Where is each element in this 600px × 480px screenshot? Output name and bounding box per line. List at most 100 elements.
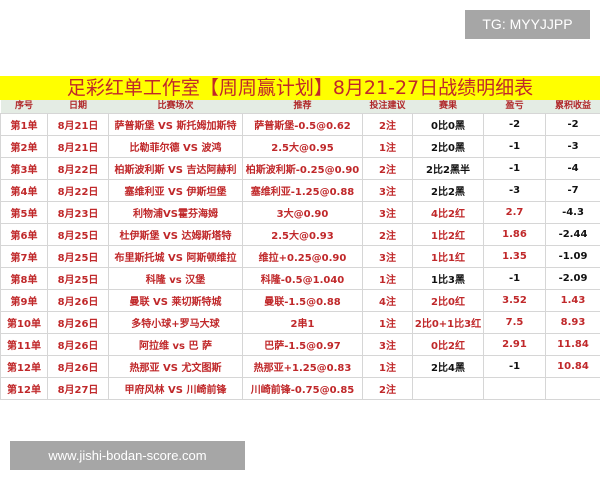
table-row: 第10单 8月26日 多特小球+罗马大球 2串1 1注 2比0+1比3红 7.5 8.93 (0, 311, 600, 334)
cell-match: 利物浦VS霍芬海姆 (108, 201, 243, 224)
cell-match: 科隆 vs 汉堡 (108, 267, 243, 290)
cell-profit-loss (483, 377, 546, 400)
header-recommendation: 推荐 (242, 100, 363, 114)
cell-result (412, 377, 484, 400)
header-cumulative: 累积收益 (545, 100, 600, 114)
cell-seq: 第11单 (0, 333, 48, 356)
cell-profit-loss: 1.35 (483, 245, 546, 268)
header-date: 日期 (47, 100, 109, 114)
cell-profit-loss: -1 (483, 157, 546, 180)
cell-seq: 第7单 (0, 245, 48, 268)
cell-stake: 1注 (362, 311, 413, 334)
cell-recommendation: 塞维利亚-1.25@0.88 (242, 179, 363, 202)
cell-cumulative: -4.3 (545, 201, 600, 224)
cell-date: 8月27日 (47, 377, 109, 400)
cell-profit-loss: -1 (483, 267, 546, 290)
cell-result: 0比0黑 (412, 113, 484, 136)
cell-date: 8月26日 (47, 333, 109, 356)
cell-cumulative: 1.43 (545, 289, 600, 312)
cell-result: 0比2红 (412, 333, 484, 356)
cell-date: 8月25日 (47, 223, 109, 246)
cell-stake: 2注 (362, 157, 413, 180)
cell-cumulative: -4 (545, 157, 600, 180)
cell-profit-loss: 2.91 (483, 333, 546, 356)
cell-seq: 第4单 (0, 179, 48, 202)
cell-date: 8月22日 (47, 157, 109, 180)
cell-result: 2比2黑 (412, 179, 484, 202)
cell-result: 1比3黑 (412, 267, 484, 290)
cell-date: 8月21日 (47, 113, 109, 136)
table-row: 第11单 8月26日 阿拉维 vs 巴 萨巴萨-1.5@0.97 3注 0比2红 2.91… (0, 333, 600, 356)
cell-date: 8月26日 (47, 355, 109, 378)
cell-match: 杜伊斯堡 VS 达姆斯塔特 (108, 223, 243, 246)
results-table: 序号 日期 比赛场次 推荐 投注建议 赛果 盈亏 累积收益 第1单 8月21日 萨普斯堡 VS 斯… (0, 100, 600, 400)
cell-cumulative: -3 (545, 135, 600, 158)
cell-cumulative: 11.84 (545, 333, 600, 356)
cell-stake: 1注 (362, 355, 413, 378)
cell-match: 塞维利亚 VS 伊斯坦堡 (108, 179, 243, 202)
table-row: 第4单 8月22日 塞维利亚 VS 伊斯坦堡 塞维利亚-1.25@0.88 3注 2比2黑… (0, 179, 600, 202)
cell-date: 8月25日 (47, 245, 109, 268)
cell-seq: 第1单 (0, 113, 48, 136)
cell-stake: 4注 (362, 289, 413, 312)
cell-result: 2比0+1比3红 (412, 311, 484, 334)
header-seq: 序号 (0, 100, 48, 114)
cell-stake: 1注 (362, 135, 413, 158)
cell-profit-loss: -1 (483, 355, 546, 378)
cell-recommendation: 3大@0.90 (242, 201, 363, 224)
cell-result: 4比2红 (412, 201, 484, 224)
cell-recommendation: 2串1 (242, 311, 363, 334)
header-row: 序号 日期 比赛场次 推荐 投注建议 赛果 盈亏 累积收益 (0, 100, 600, 114)
table-row: 第9单 8月26日 曼联 VS 莱切斯特城 曼联-1.5@0.88 4注 2比0红 3.52… (0, 289, 600, 312)
cell-cumulative: -2.44 (545, 223, 600, 246)
cell-match: 萨普斯堡 VS 斯托姆加斯特 (108, 113, 243, 136)
cell-cumulative: 10.84 (545, 355, 600, 378)
cell-stake: 3注 (362, 333, 413, 356)
cell-stake: 3注 (362, 245, 413, 268)
cell-result: 1比1红 (412, 245, 484, 268)
cell-stake: 3注 (362, 179, 413, 202)
cell-recommendation: 萨普斯堡-0.5@0.62 (242, 113, 363, 136)
cell-date: 8月26日 (47, 289, 109, 312)
cell-recommendation: 川崎前锋-0.75@0.85 (242, 377, 363, 400)
page-title: 足彩红单工作室【周周赢计划】8月21-27日战绩明细表 (0, 76, 600, 100)
cell-date: 8月26日 (47, 311, 109, 334)
cell-match: 曼联 VS 莱切斯特城 (108, 289, 243, 312)
cell-result: 1比2红 (412, 223, 484, 246)
cell-seq: 第5单 (0, 201, 48, 224)
cell-stake: 2注 (362, 113, 413, 136)
cell-cumulative: 8.93 (545, 311, 600, 334)
cell-profit-loss: -1 (483, 135, 546, 158)
cell-seq: 第10单 (0, 311, 48, 334)
cell-stake: 1注 (362, 267, 413, 290)
cell-profit-loss: 3.52 (483, 289, 546, 312)
cell-cumulative (545, 377, 600, 400)
table-row: 第6单 8月25日 杜伊斯堡 VS 达姆斯塔特 2.5大@0.93 2注 1比2红 1.86… (0, 223, 600, 246)
cell-seq: 第12单 (0, 355, 48, 378)
cell-match: 多特小球+罗马大球 (108, 311, 243, 334)
table-row: 第12单 8月26日 热那亚 VS 尤文图斯 热那亚+1.25@0.83 1注 2比4黑 -… (0, 355, 600, 378)
table-row: 第5单 8月23日 利物浦VS霍芬海姆 3大@0.90 3注 4比2红 2.7 -4.3 (0, 201, 600, 224)
table-row: 第3单 8月22日 柏斯波利斯 VS 吉达阿赫利 柏斯波利斯-0.25@0.90 2注 2… (0, 157, 600, 180)
header-stake: 投注建议 (362, 100, 413, 114)
cell-profit-loss: 7.5 (483, 311, 546, 334)
cell-seq: 第3单 (0, 157, 48, 180)
cell-profit-loss: -2 (483, 113, 546, 136)
cell-seq: 第12单 (0, 377, 48, 400)
cell-recommendation: 曼联-1.5@0.88 (242, 289, 363, 312)
cell-stake: 3注 (362, 201, 413, 224)
table-row: 第12单 8月27日 甲府风林 VS 川崎前锋 川崎前锋-0.75@0.85 2注 (0, 377, 600, 400)
header-result: 赛果 (412, 100, 484, 114)
cell-seq: 第6单 (0, 223, 48, 246)
cell-date: 8月25日 (47, 267, 109, 290)
cell-date: 8月22日 (47, 179, 109, 202)
cell-recommendation: 热那亚+1.25@0.83 (242, 355, 363, 378)
cell-result: 2比0黑 (412, 135, 484, 158)
cell-result: 2比2黑半 (412, 157, 484, 180)
cell-cumulative: -2 (545, 113, 600, 136)
cell-recommendation: 维拉+0.25@0.90 (242, 245, 363, 268)
cell-date: 8月23日 (47, 201, 109, 224)
cell-profit-loss: 2.7 (483, 201, 546, 224)
cell-profit-loss: 1.86 (483, 223, 546, 246)
header-profit-loss: 盈亏 (483, 100, 546, 114)
